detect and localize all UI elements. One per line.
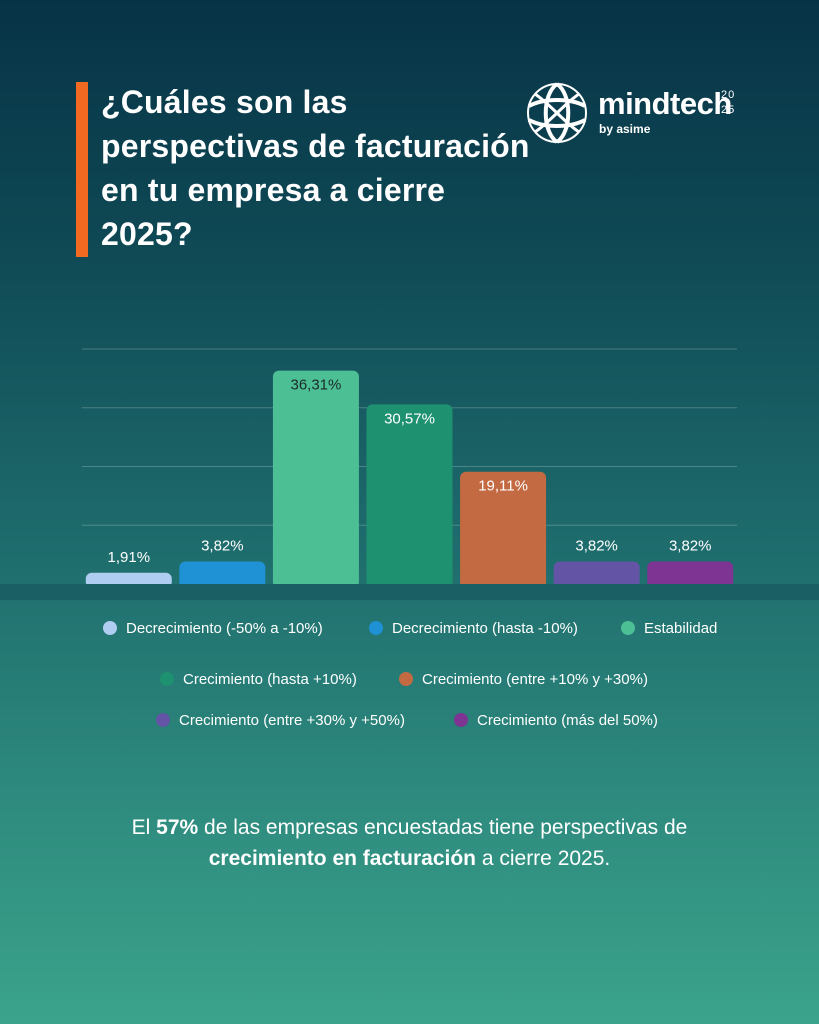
legend-item-crecimiento-10-30: Crecimiento (entre +10% y +30%)	[399, 669, 648, 689]
legend-item-decrecimiento-hasta-10: Decrecimiento (hasta -10%)	[369, 618, 578, 638]
legend-label: Crecimiento (entre +10% y +30%)	[422, 670, 648, 688]
logo-year-top: 20	[721, 89, 736, 101]
legend-swatch	[621, 621, 635, 635]
legend-swatch	[454, 713, 468, 727]
legend-swatch	[103, 621, 117, 635]
bar-value-label: 3,82%	[201, 538, 244, 555]
legend-item-crecimiento-mas-50: Crecimiento (más del 50%)	[454, 710, 658, 730]
page-title: ¿Cuáles son las perspectivas de facturac…	[101, 84, 530, 252]
bar-value-label: 19,11%	[478, 478, 528, 495]
logo-year-bottom: 25	[721, 104, 736, 116]
legend-swatch	[156, 713, 170, 727]
bar	[179, 561, 266, 588]
legend-label: Crecimiento (más del 50%)	[477, 711, 658, 729]
legend-label: Estabilidad	[644, 619, 718, 637]
legend-item-crecimiento-hasta-10: Crecimiento (hasta +10%)	[160, 669, 357, 689]
summary-highlight-percent: 57%	[156, 816, 199, 839]
summary-part1: El	[131, 816, 157, 839]
legend-item-crecimiento-30-50: Crecimiento (entre +30% y +50%)	[156, 710, 405, 730]
bar-chart: 1,91% 3,82% 36,31% 30,57% 19,11% 3,82% 3,82%	[0, 348, 819, 600]
bar-value-label: 1,91%	[108, 549, 151, 566]
logo-year: 20 25	[721, 88, 735, 118]
legend-label: Crecimiento (hasta +10%)	[183, 670, 357, 688]
bar	[272, 370, 359, 588]
bar-value-label: 3,82%	[669, 538, 712, 555]
title-accent-bar	[76, 82, 88, 257]
legend-swatch	[160, 672, 174, 686]
summary-part3: a cierre 2025.	[476, 847, 611, 870]
legend-item-estabilidad: Estabilidad	[621, 618, 717, 638]
bar-value-label: 36,31%	[290, 377, 341, 394]
summary-part2: de las empresas encuestadas tiene perspe…	[198, 816, 688, 839]
legend-label: Decrecimiento (hasta -10%)	[392, 619, 578, 637]
legend-swatch	[399, 672, 413, 686]
legend-label: Crecimiento (entre +30% y +50%)	[179, 711, 405, 729]
logo-wordmark: mindtech	[598, 86, 732, 121]
mindtech-logo: mindtech by asime 20 25	[526, 82, 746, 146]
legend-row: Decrecimiento (-50% a -10%) Decrecimient…	[0, 618, 819, 638]
bar	[553, 561, 640, 588]
logo-subtitle: by asime	[599, 122, 651, 136]
bar-value-label: 30,57%	[384, 410, 435, 427]
summary-text: El 57% de las empresas encuestadas tiene…	[100, 812, 719, 874]
legend-label: Decrecimiento (-50% a -10%)	[126, 619, 323, 637]
legend-row: Crecimiento (hasta +10%) Crecimiento (en…	[0, 669, 819, 689]
bar	[647, 561, 734, 588]
legend-row: Crecimiento (entre +30% y +50%) Crecimie…	[0, 710, 819, 730]
bar	[366, 404, 453, 588]
legend-item-decrecimiento-50-10: Decrecimiento (-50% a -10%)	[103, 618, 323, 638]
summary-highlight-growth: crecimiento en facturación	[208, 847, 476, 870]
bar	[460, 471, 547, 588]
legend-swatch	[369, 621, 383, 635]
bar-value-label: 3,82%	[575, 538, 618, 555]
baseline-mask	[0, 584, 819, 600]
globe-logo-icon	[527, 82, 587, 144]
